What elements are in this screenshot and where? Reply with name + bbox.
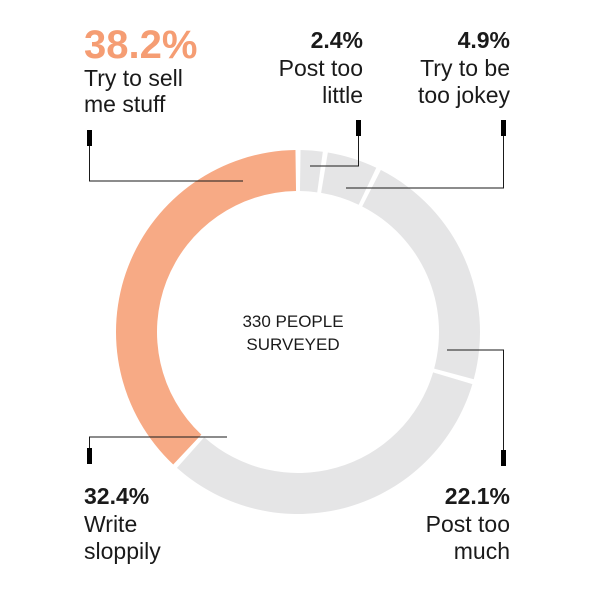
leader-tick-post-too-much (501, 450, 506, 466)
slice-name-label-too-jokey-line-2: too jokey (418, 82, 511, 108)
donut-slice-write-sloppily (176, 372, 473, 514)
slice-name-label-write-sloppily-line-1: Write (84, 511, 137, 537)
slice-value-label-try-to-sell: 38.2% (84, 23, 197, 67)
slice-value-label-post-too-little: 2.4% (311, 27, 363, 53)
center-label-line-1: 330 PEOPLE (242, 312, 343, 331)
leader-tick-too-jokey (501, 120, 506, 136)
slice-value-label-write-sloppily: 32.4% (84, 483, 149, 509)
slice-name-label-post-too-little-line-2: little (322, 82, 363, 108)
leader-tick-try-to-sell (87, 130, 92, 146)
leader-tick-write-sloppily (87, 448, 92, 464)
slice-value-label-too-jokey: 4.9% (458, 27, 510, 53)
leader-line-post-too-little (310, 136, 359, 167)
slice-name-label-try-to-sell-line-1: Try to sell (84, 65, 183, 91)
donut-slice-post-too-little (299, 150, 323, 193)
slice-name-label-try-to-sell-line-2: me stuff (84, 91, 166, 117)
slice-value-label-post-too-much: 22.1% (445, 483, 510, 509)
slice-name-label-too-jokey-line-1: Try to be (420, 55, 510, 81)
donut-slice-try-to-sell-me-stuff (116, 150, 297, 465)
center-label-line-2: SURVEYED (246, 335, 339, 354)
slice-name-label-post-too-little-line-1: Post too (279, 55, 363, 81)
donut-slice-post-too-much (362, 169, 480, 380)
leader-line-try-to-sell (89, 146, 243, 182)
leader-line-post-too-much (447, 349, 504, 450)
slice-name-label-write-sloppily-line-2: sloppily (84, 538, 161, 564)
slice-name-label-post-too-much-line-1: Post too (426, 511, 510, 537)
leader-tick-post-too-little (356, 120, 361, 136)
slice-name-label-post-too-much-line-2: much (454, 538, 510, 564)
leader-line-too-jokey (346, 136, 504, 189)
leader-line-write-sloppily (89, 436, 227, 448)
donut-slices (116, 150, 480, 514)
